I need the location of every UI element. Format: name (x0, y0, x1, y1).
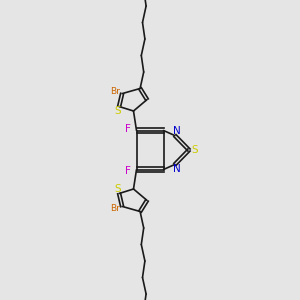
Text: Br: Br (110, 87, 119, 96)
Text: S: S (191, 145, 198, 155)
Text: N: N (172, 164, 180, 174)
Text: S: S (114, 184, 121, 194)
Text: F: F (125, 166, 131, 176)
Text: Br: Br (110, 204, 119, 213)
Text: N: N (172, 126, 180, 136)
Text: F: F (125, 124, 131, 134)
Text: S: S (114, 106, 121, 116)
